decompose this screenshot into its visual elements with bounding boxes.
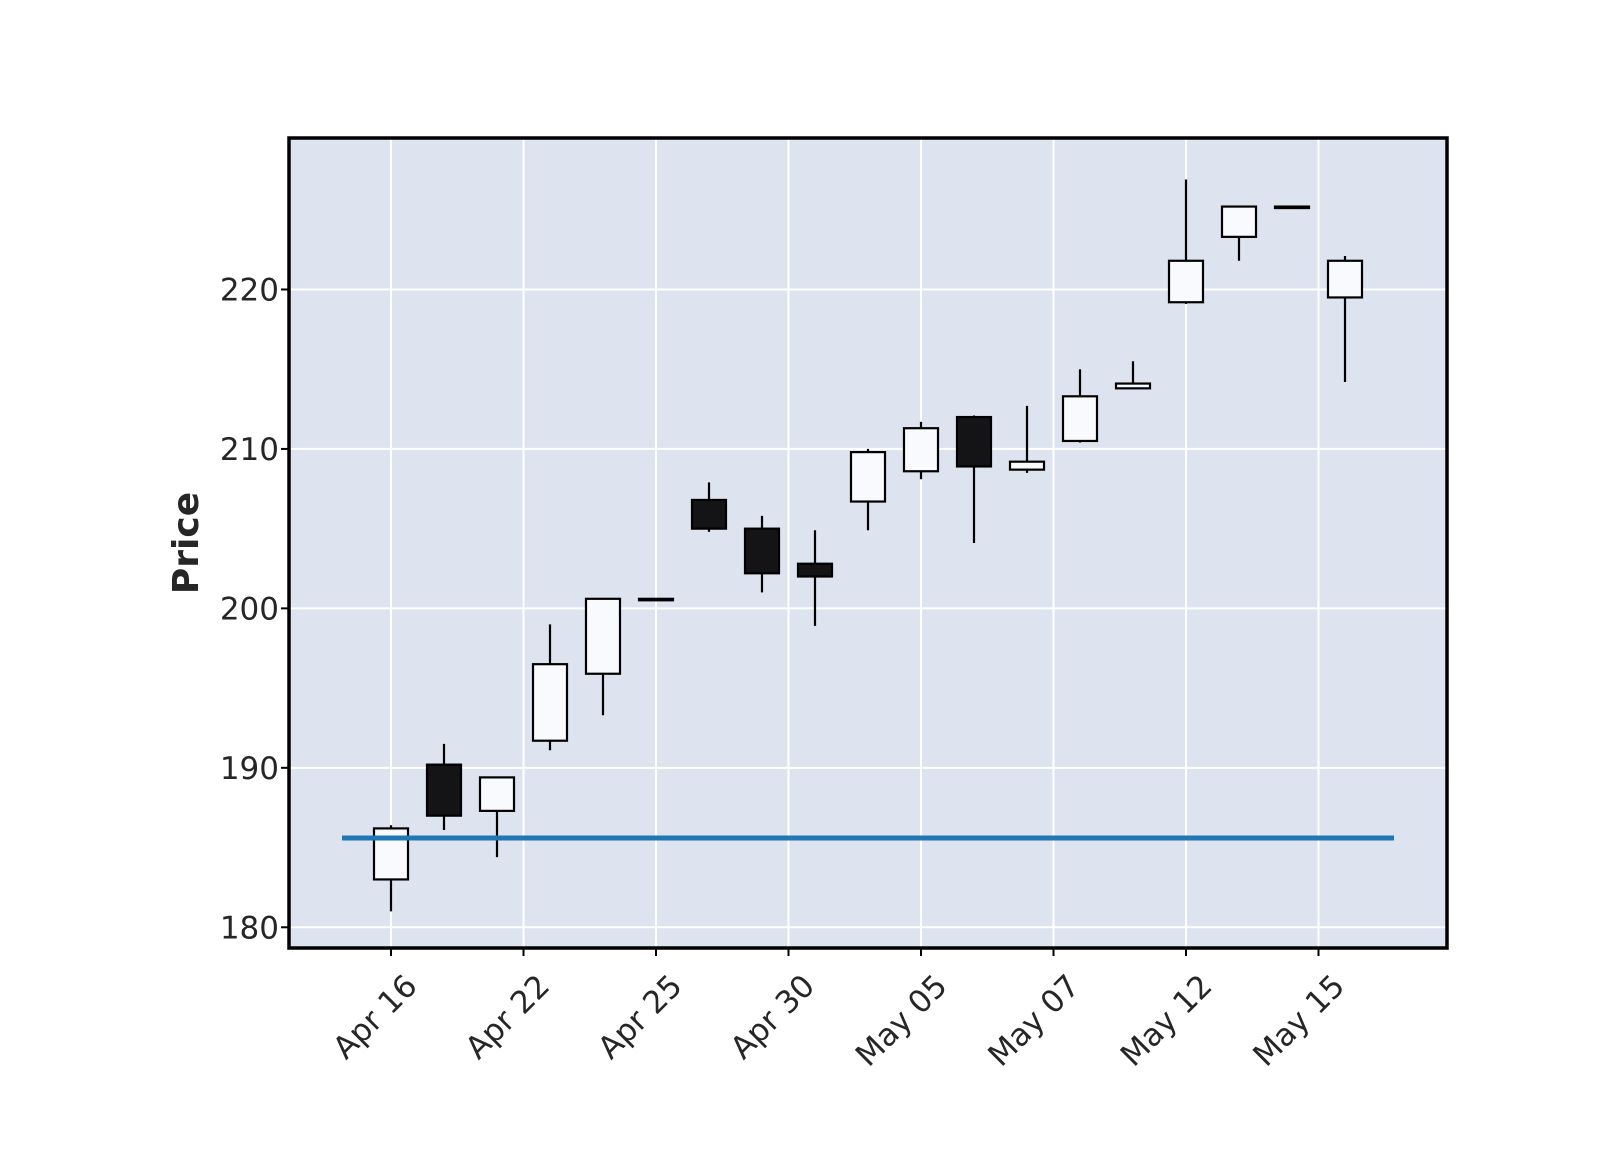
- y-axis-ticks: 180 190 200 210 220: [220, 272, 289, 946]
- candle: [1008, 405, 1046, 473]
- candles: [372, 179, 1364, 912]
- candle: [690, 482, 728, 532]
- candle-body: [478, 776, 516, 812]
- candle-body: [1008, 460, 1046, 471]
- candle-body: [743, 527, 781, 575]
- candle-body: [1273, 205, 1311, 210]
- candle-body: [425, 763, 463, 817]
- y-tick-label: 190: [220, 751, 279, 787]
- candle-body: [1114, 382, 1152, 390]
- candle: [1326, 255, 1364, 382]
- candle-body: [849, 451, 887, 503]
- candle: [1114, 361, 1152, 390]
- candle-body: [584, 597, 622, 675]
- x-tick-label: Apr 22: [459, 968, 557, 1066]
- candle: [478, 776, 516, 858]
- candle: [902, 421, 940, 480]
- candle: [1273, 205, 1311, 210]
- candle-body: [1326, 259, 1364, 299]
- candle: [1220, 205, 1258, 261]
- x-tick-label: May 05: [849, 968, 955, 1074]
- plot-area: [289, 138, 1447, 948]
- x-tick-label: Apr 16: [326, 968, 424, 1066]
- y-tick-label: 220: [220, 272, 279, 308]
- y-axis-title: Price: [166, 492, 207, 594]
- candle-body: [955, 415, 993, 468]
- candle: [637, 597, 675, 602]
- y-tick-label: 200: [220, 591, 279, 627]
- candle: [849, 448, 887, 531]
- x-tick-label: May 12: [1114, 968, 1220, 1074]
- candle-body: [1220, 205, 1258, 238]
- plot-frame: [287, 136, 1449, 950]
- candle-body: [796, 562, 834, 578]
- candle: [1167, 179, 1205, 304]
- candle: [584, 597, 622, 716]
- x-axis-ticks: Apr 16 Apr 22 Apr 25 Apr 30 May 05 May 07 May …: [326, 948, 1352, 1074]
- candle: [425, 743, 463, 831]
- x-tick-label: Apr 25: [591, 968, 689, 1066]
- candle: [1061, 369, 1099, 443]
- candle-body: [637, 597, 675, 602]
- x-tick-label: Apr 30: [724, 968, 822, 1066]
- candle-body: [902, 427, 940, 473]
- candle: [796, 530, 834, 626]
- x-tick-label: May 07: [981, 968, 1087, 1074]
- candle: [955, 415, 993, 543]
- candle-body: [690, 498, 728, 530]
- candle-body: [1061, 395, 1099, 443]
- candle: [531, 624, 569, 751]
- y-tick-label: 210: [220, 432, 279, 468]
- candle-body: [531, 663, 569, 742]
- candle: [743, 515, 781, 593]
- y-tick-label: 180: [220, 910, 279, 946]
- candle-body: [1167, 259, 1205, 304]
- x-tick-label: May 15: [1246, 968, 1352, 1074]
